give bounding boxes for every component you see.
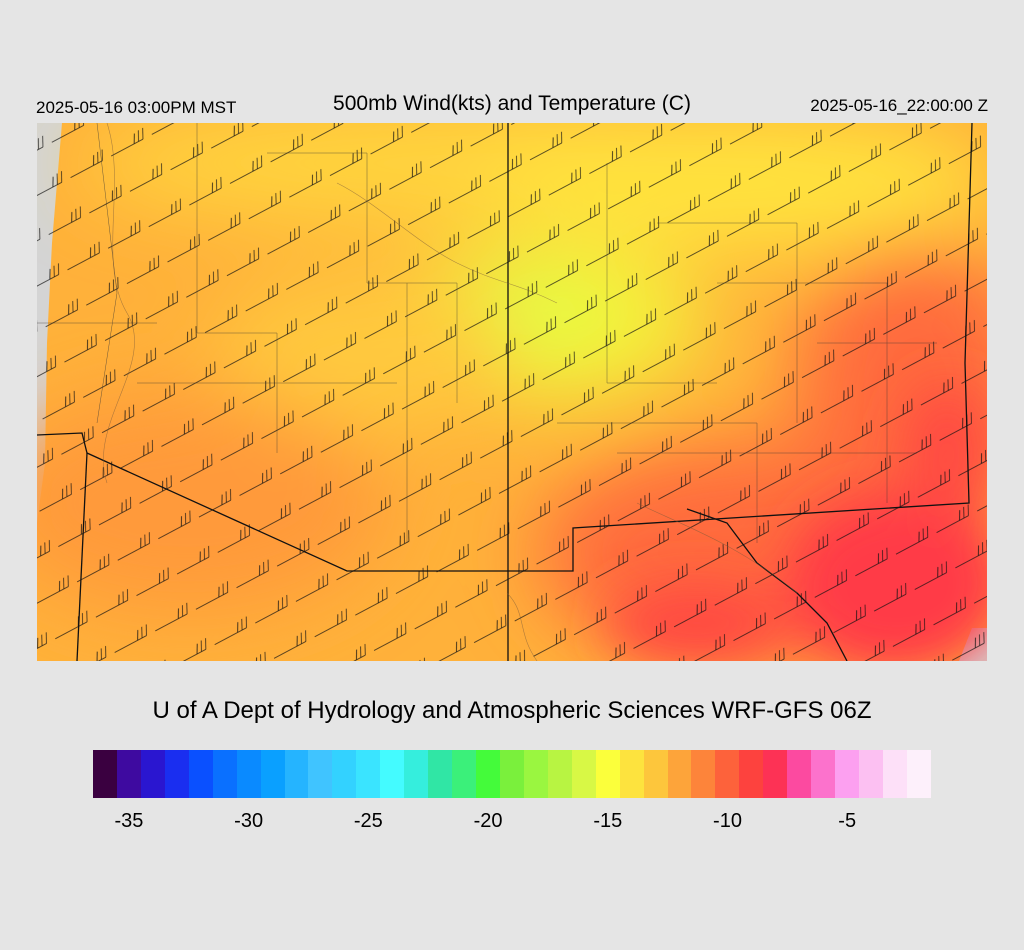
- temperature-colorbar: [93, 750, 931, 798]
- colorbar-cell: [715, 750, 740, 798]
- colorbar-cell: [356, 750, 381, 798]
- colorbar-cell: [188, 750, 213, 798]
- colorbar-cell: [739, 750, 764, 798]
- colorbar-cell: [547, 750, 572, 798]
- model-credit: U of A Dept of Hydrology and Atmospheric…: [152, 697, 872, 724]
- colorbar-cell: [284, 750, 309, 798]
- colorbar-cell: [667, 750, 692, 798]
- colorbar-cell: [859, 750, 883, 798]
- colorbar-tick-label: -5: [838, 810, 857, 832]
- colorbar-ticks: -35 -30 -25 -20 -15 -10 -5: [93, 810, 931, 834]
- chart-title: 500mb Wind(kts) and Temperature (C): [333, 92, 691, 115]
- colorbar-cell: [619, 750, 644, 798]
- colorbar-cell: [428, 750, 453, 798]
- colorbar-tick-label: -35: [114, 810, 144, 832]
- colorbar-cell: [691, 750, 716, 798]
- colorbar-cell: [260, 750, 285, 798]
- temperature-field: [37, 123, 987, 661]
- colorbar-cell: [164, 750, 189, 798]
- colorbar-cell: [476, 750, 500, 798]
- colorbar-tick-label: -30: [234, 810, 264, 832]
- colorbar-cell: [523, 750, 548, 798]
- weather-map: [37, 123, 987, 661]
- colorbar-tick-label: -15: [593, 810, 623, 832]
- colorbar-cell: [308, 750, 333, 798]
- colorbar-cell: [882, 750, 907, 798]
- colorbar-cell: [571, 750, 596, 798]
- river-contours: [103, 123, 798, 661]
- colorbar-cell: [212, 750, 237, 798]
- colorbar-cell: [236, 750, 261, 798]
- colorbar-cell: [116, 750, 141, 798]
- colorbar-cell: [787, 750, 812, 798]
- valid-time-local: 2025-05-16 03:00PM MST: [36, 98, 237, 117]
- colorbar-cell: [380, 750, 405, 798]
- colorbar-cell: [452, 750, 476, 798]
- colorbar-cell: [835, 750, 859, 798]
- colorbar-cell: [763, 750, 788, 798]
- colorbar-cell: [643, 750, 668, 798]
- state-boundaries: [37, 123, 973, 661]
- colorbar-cell: [811, 750, 836, 798]
- colorbar-cell: [499, 750, 524, 798]
- colorbar-cell: [93, 750, 117, 798]
- colorbar-cell: [404, 750, 429, 798]
- wind-barbs: [37, 123, 987, 661]
- colorbar-tick-label: -10: [713, 810, 742, 832]
- valid-time-utc: 2025-05-16_22:00:00 Z: [810, 96, 988, 115]
- colorbar-tick-label: -20: [473, 810, 503, 832]
- colorbar-cell: [595, 750, 620, 798]
- colorbar-tick-label: -25: [353, 810, 383, 832]
- county-boundaries: [37, 123, 937, 543]
- colorbar-cell: [906, 750, 931, 798]
- colorbar-cell: [332, 750, 357, 798]
- colorbar-cell: [140, 750, 165, 798]
